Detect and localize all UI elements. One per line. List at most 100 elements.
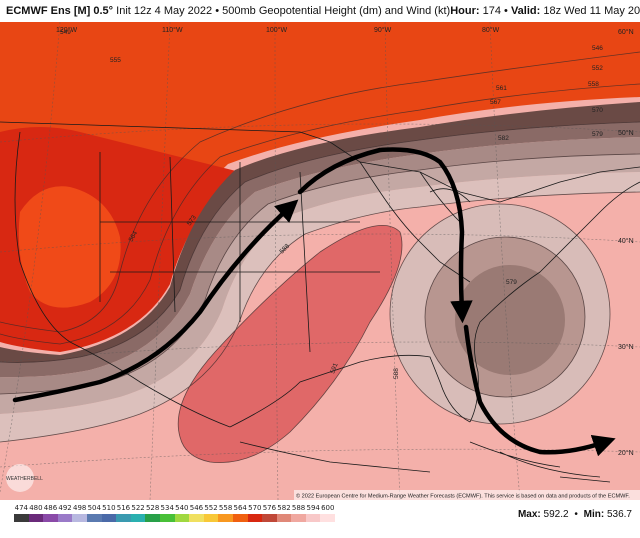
colorbar-swatch (189, 514, 204, 522)
colorbar-item: 552 (203, 504, 219, 522)
colorbar-value: 534 (160, 504, 174, 512)
colorbar-swatch (86, 514, 102, 522)
colorbar-swatch (43, 514, 58, 522)
colorbar-swatch (116, 514, 131, 522)
colorbar-swatch (72, 514, 87, 522)
contour-label: 561 (496, 85, 507, 92)
header-bar: ECMWF Ens [M] 0.5° Init 12z 4 May 2022 •… (0, 0, 640, 22)
political-borders (0, 121, 640, 483)
colorbar-item: 576 (262, 504, 277, 522)
lat-label: 30°N (618, 343, 634, 351)
trough-core (18, 186, 121, 308)
colorbar-item: 480 (28, 504, 44, 522)
header-valid: Hour: 174 • Valid: 18z Wed 11 May 2022 (450, 5, 640, 17)
lon-label: 110°W (162, 26, 183, 34)
colorbar-swatch (291, 514, 306, 522)
min-label: Min: (583, 509, 605, 520)
colorbar-value: 528 (145, 504, 160, 512)
copyright-notice: © 2022 European Centre for Medium-Range … (296, 493, 630, 500)
colorbar-value: 480 (29, 504, 43, 512)
contour-label: 555 (110, 57, 121, 64)
colorbar-swatch (262, 514, 277, 522)
colorbar-value: 522 (131, 504, 145, 512)
colorbar-swatch (130, 514, 146, 522)
colorbar-value: 582 (277, 504, 291, 512)
colorbar-swatch (57, 514, 73, 522)
colorbar-swatch (174, 514, 190, 522)
contour-label: 552 (592, 65, 603, 72)
weather-map: 120°W 110°W 100°W 90°W 80°W 60°N 50°N 40… (0, 22, 640, 500)
colorbar-value: 474 (14, 504, 28, 512)
max-label: Max: (517, 509, 541, 520)
colorbar-swatch (14, 514, 29, 522)
colorbar-legend: 474 480 486 492 498 504 510 516 522 528 534 540 546 5… (14, 504, 336, 522)
colorbar-value: 558 (218, 504, 233, 512)
colorbar-value: 564 (233, 504, 247, 512)
contour-label: 558 (588, 81, 599, 88)
colorbar-swatch (276, 514, 292, 522)
jet-arrow-west (12, 199, 299, 403)
lon-label: 80°W (482, 26, 500, 34)
colorbar-value: 516 (116, 504, 131, 512)
colorbar-swatch (232, 514, 248, 522)
model-name: ECMWF Ens [M] 0.5° (6, 5, 114, 17)
contour-label: 582 (498, 135, 509, 142)
hour-value: 174 (482, 5, 501, 17)
jet-band (0, 102, 640, 363)
contour-label: 549 (60, 29, 71, 36)
colorbar-item: 504 (86, 504, 102, 522)
contour-label: 567 (490, 99, 501, 106)
colorbar-value: 576 (262, 504, 277, 512)
weatherbell-logo: WEATHERBELL (6, 464, 43, 492)
lat-label: 40°N (618, 237, 634, 245)
colorbar-item: 564 (232, 504, 248, 522)
colorbar-value: 570 (248, 504, 262, 512)
colorbar-item: 510 (101, 504, 117, 522)
contour-label: 588 (393, 368, 400, 379)
colorbar-item: 516 (116, 504, 131, 522)
max-value: 592.2 (543, 509, 569, 520)
hour-label: Hour: (450, 5, 480, 17)
contour-label: 570 (592, 107, 603, 114)
colorbar-swatch (203, 514, 219, 522)
lon-label: 90°W (374, 26, 392, 34)
header-title: ECMWF Ens [M] 0.5° Init 12z 4 May 2022 •… (0, 5, 450, 17)
bullet: • (215, 5, 220, 17)
product-name: 500mb Geopotential Height (dm) and Wind … (222, 5, 451, 17)
colorbar-item: 594 (305, 504, 321, 522)
colorbar-item: 558 (218, 504, 233, 522)
colorbar-value: 498 (72, 504, 87, 512)
colorbar-swatch (320, 514, 336, 522)
colorbar-item: 486 (43, 504, 58, 522)
colorbar-swatch (247, 514, 263, 522)
colorbar-value: 600 (321, 504, 335, 512)
init-time: Init 12z 4 May 2022 (116, 5, 213, 17)
valid-label: Valid: (510, 5, 541, 17)
colorbar-swatch (305, 514, 321, 522)
colorbar-item: 600 (320, 504, 336, 522)
contour-label: 564 (128, 230, 140, 243)
lat-label: 50°N (618, 129, 634, 137)
colorbar-item: 528 (145, 504, 160, 522)
stats-separator: • (574, 509, 578, 520)
colorbar-value: 510 (102, 504, 116, 512)
lon-label: 120°W (56, 26, 77, 34)
colorbar-item: 588 (291, 504, 306, 522)
lon-label: 100°W (266, 26, 287, 34)
ridge-core (178, 225, 402, 463)
colorbar-swatch (145, 514, 160, 522)
colorbar-item: 582 (276, 504, 292, 522)
colorbar-item: 522 (130, 504, 146, 522)
lat-label: 20°N (618, 449, 634, 457)
colorbar-swatch (218, 514, 233, 522)
lat-label: 60°N (618, 28, 634, 36)
colorbar-item: 540 (174, 504, 190, 522)
jet-arrow-east (297, 147, 473, 324)
min-value: 536.7 (606, 509, 632, 520)
contour-label: 579 (592, 131, 603, 138)
cutoff-low (455, 265, 565, 375)
colorbar-value: 504 (87, 504, 101, 512)
colorbar-value: 546 (189, 504, 204, 512)
colorbar-item: 498 (72, 504, 87, 522)
valid-time: 18z Wed 11 May 2022 (543, 5, 640, 17)
